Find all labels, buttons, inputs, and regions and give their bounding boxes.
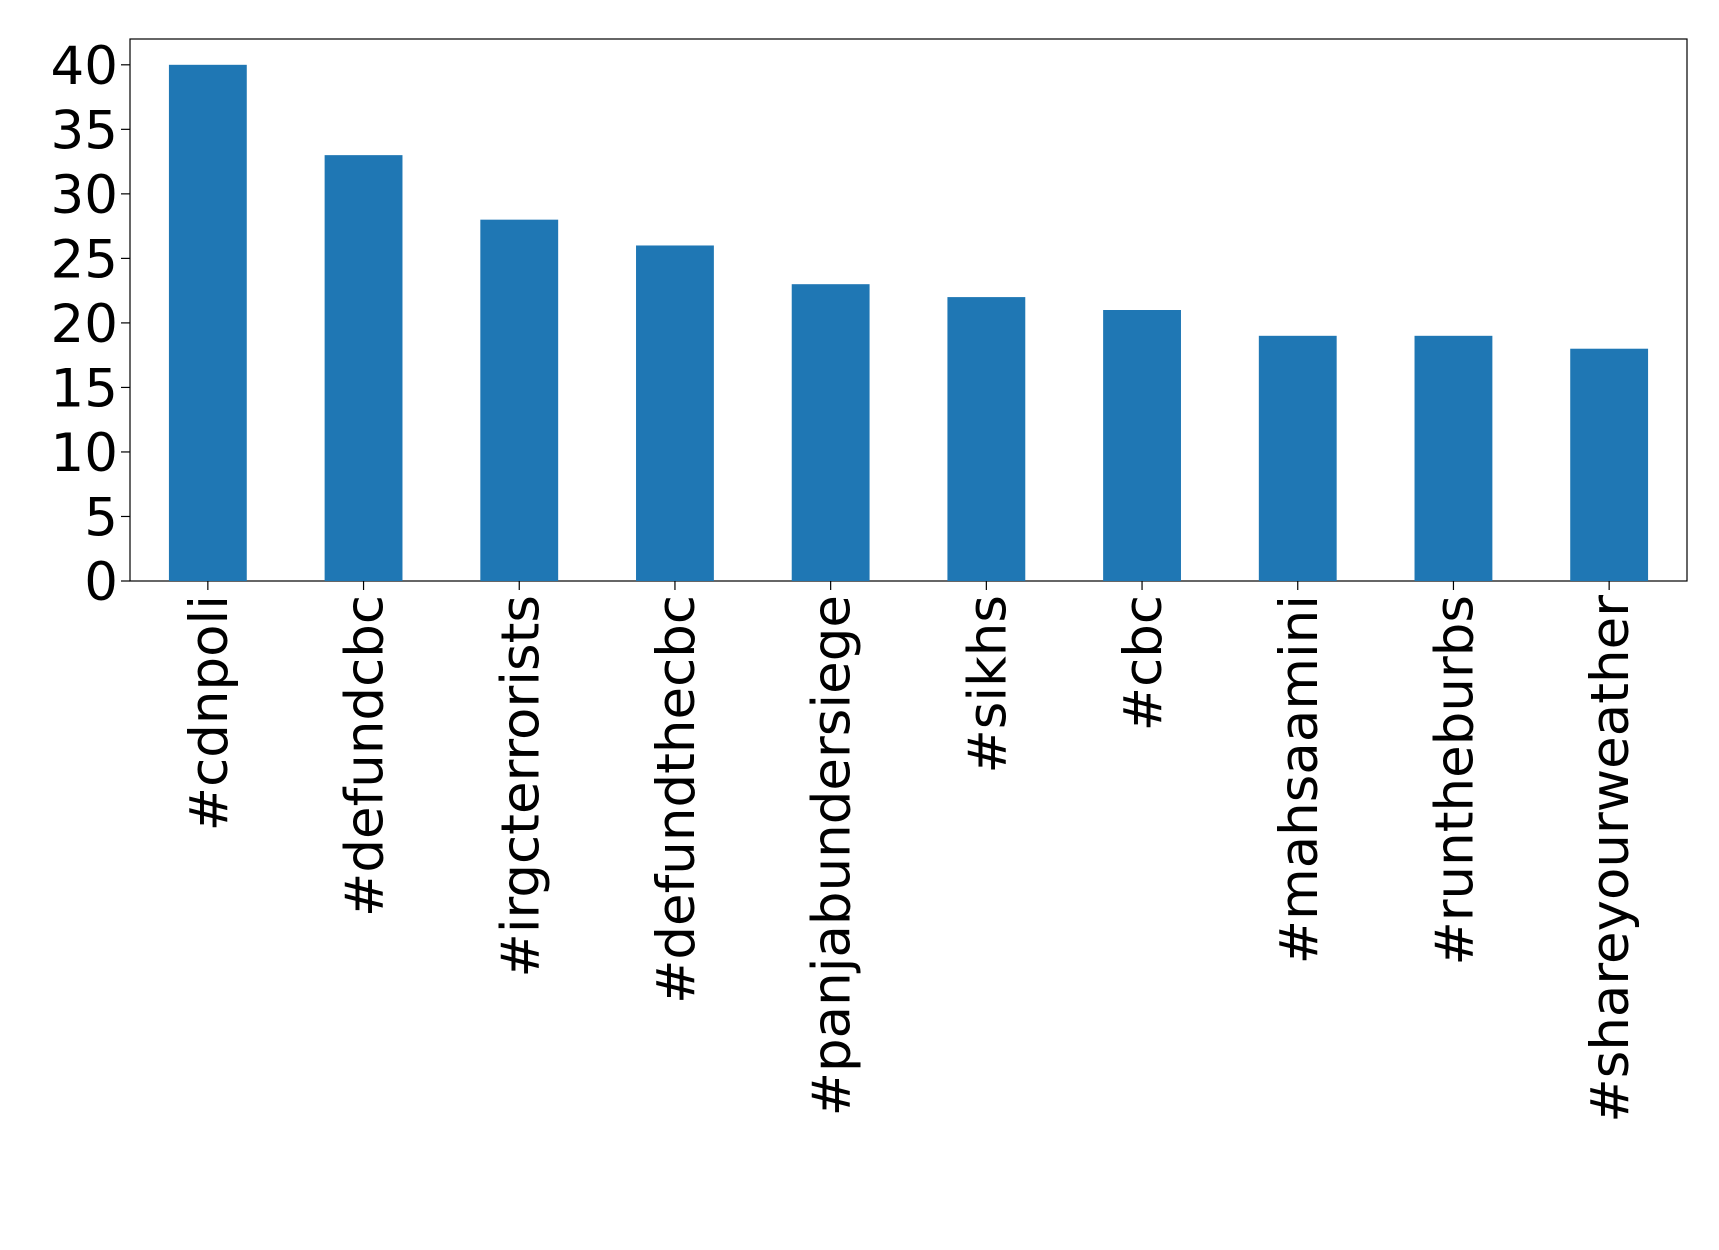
y-tick-label: 5: [84, 487, 118, 548]
bar: [791, 284, 870, 581]
bar: [168, 64, 247, 582]
x-tick-label: #defundcbc: [335, 595, 396, 917]
x-tick-label: #defundthecbc: [646, 595, 707, 1004]
y-tick-label: 40: [51, 36, 118, 97]
y-tick-label: 35: [51, 100, 118, 161]
bar: [1258, 335, 1337, 581]
bar: [1414, 335, 1493, 581]
y-tick-label: 30: [51, 165, 118, 226]
x-tick-label: #irgcterrorists: [490, 595, 551, 978]
y-tick-label: 15: [51, 358, 118, 419]
x-tick-label: #cbc: [1113, 595, 1174, 731]
bar: [1570, 348, 1649, 581]
y-tick-label: 10: [51, 423, 118, 484]
x-tick-label: #runtheburbs: [1424, 595, 1485, 966]
y-tick-label: 0: [84, 552, 118, 613]
x-tick-label: #mahsaamini: [1269, 595, 1330, 964]
x-tick-label: #sikhs: [957, 595, 1018, 774]
bar: [947, 297, 1026, 581]
y-tick-label: 25: [51, 229, 118, 290]
x-tick-label: #panjabundersiege: [802, 595, 863, 1116]
y-tick-label: 20: [51, 294, 118, 355]
x-tick-label: #cdnpoli: [179, 595, 240, 831]
bar: [480, 219, 559, 581]
plot-frame: [129, 38, 1688, 582]
bar: [1103, 310, 1181, 581]
bar: [636, 245, 714, 581]
x-tick-label: #shareyourweather: [1580, 595, 1641, 1123]
bar: [324, 155, 403, 581]
